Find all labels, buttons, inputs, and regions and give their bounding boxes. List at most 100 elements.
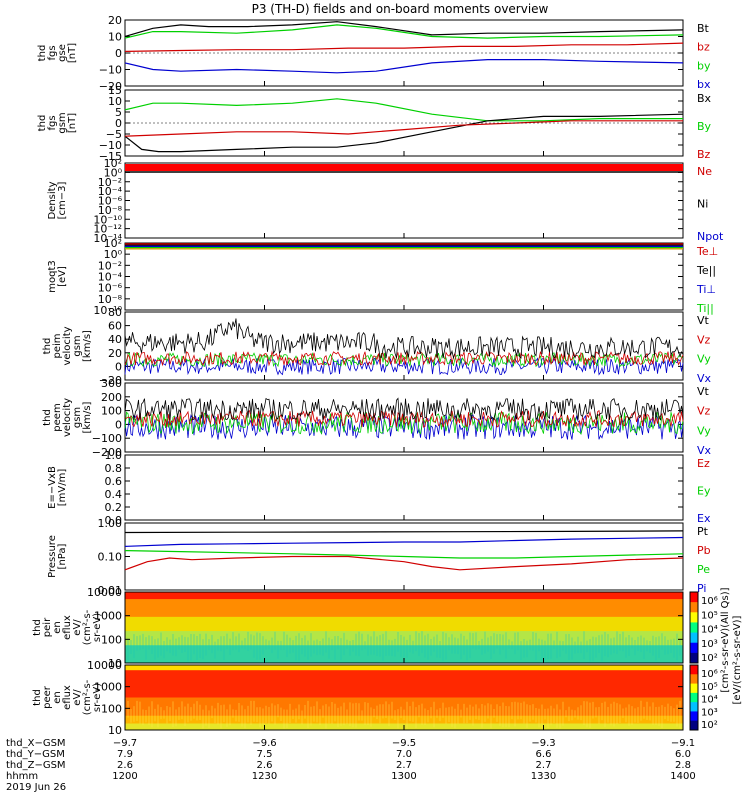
time-axis-tick-value: 6.0 <box>675 749 691 760</box>
y-tick-label: 10⁻¹⁰ <box>93 213 122 226</box>
legend-entry: Ti⊥ <box>696 283 716 296</box>
panel-peir_spec: 10000 1000 100 10 thd peir en eflux eV/(cm²-s-sr… <box>32 586 684 670</box>
colorbar-label-extra: [cm²-s-sr-eV)(All Qs)] <box>720 587 731 692</box>
colorbar-segment <box>690 720 698 731</box>
legend-entry: Vy <box>697 424 711 437</box>
legend-entry: Npot <box>697 230 724 243</box>
y-axis-label: eV/ <box>72 689 83 706</box>
density-trace-ne <box>125 164 683 171</box>
y-tick-label: 0.01 <box>98 584 123 597</box>
time-axis-tick-value: −9.5 <box>392 738 416 749</box>
y-tick-label: 0.8 <box>105 462 123 475</box>
series-line-Pi <box>124 536 684 547</box>
colorbar-segment <box>690 602 698 613</box>
y-axis-label: peem <box>52 403 63 431</box>
colorbar-tick-label: 10⁵ <box>701 682 718 693</box>
panel-frame <box>124 19 684 87</box>
series-line-bz <box>124 42 684 52</box>
y-tick-label: −10 <box>99 64 122 77</box>
y-axis-label: (cm²-s- <box>82 679 93 715</box>
time-axis-tick-value: 1300 <box>391 771 416 782</box>
y-tick-label: 60 <box>108 320 122 333</box>
y-axis-label: [nPa] <box>57 543 68 569</box>
time-axis-tick-value: 2.7 <box>536 760 552 771</box>
series-line-bx <box>124 59 684 74</box>
y-tick-label: 10⁻⁴ <box>98 271 123 284</box>
velocity-trace-black <box>124 397 684 421</box>
panel-frame <box>124 242 684 311</box>
y-tick-label: 80 <box>108 306 122 319</box>
legend-entry: bx <box>697 78 711 91</box>
series-line-Pe <box>124 550 684 559</box>
y-tick-label: 10 <box>108 724 122 737</box>
colorbar-segment <box>690 612 698 623</box>
y-axis-label: gsm <box>72 335 83 356</box>
colorbar-segment <box>690 692 698 703</box>
y-tick-label: 10000 <box>87 659 122 672</box>
series-line-by <box>124 24 684 39</box>
y-tick-label: 10 <box>108 31 122 44</box>
y-axis-label: en <box>52 621 63 634</box>
y-tick-label: 0.6 <box>105 475 123 488</box>
y-axis-label: thd <box>42 338 53 355</box>
time-axis-tick-value: 1200 <box>112 771 137 782</box>
y-tick-label: 200 <box>101 391 122 404</box>
legend-entry: Vt <box>697 314 710 327</box>
time-axis-row-label: hhmm <box>6 771 38 782</box>
velocity-trace-red <box>124 409 684 428</box>
y-tick-label: 10⁰ <box>104 166 123 179</box>
colorbar-tick-label: 10² <box>701 720 718 731</box>
y-tick-label: 1.00 <box>98 517 123 530</box>
velocity-trace-red <box>124 350 684 367</box>
time-axis-tick-value: 7.9 <box>117 749 133 760</box>
legend-entry: Te|| <box>696 264 716 277</box>
y-axis-label: eV/ <box>72 619 83 636</box>
panel-peer_spec: 10000 1000 100 10 thd peer en eflux eV/(cm²-s-sr… <box>32 659 684 737</box>
y-axis-label: (cm²-s- <box>82 609 93 645</box>
y-axis-label: gsm <box>72 407 83 428</box>
legend-entry: Ni <box>697 198 708 211</box>
y-tick-label: 40 <box>108 333 122 346</box>
colorbar-tick-label: 10⁴ <box>701 625 718 636</box>
y-tick-label: −20 <box>99 80 122 93</box>
colorbar-segment <box>690 683 698 694</box>
colorbar-segment <box>690 711 698 722</box>
panel-efield: 1.00.80.60.40.20.0 E=−VxB [mV/m] Ez Ey Ex <box>47 449 711 527</box>
legend-entry: Pt <box>697 525 709 538</box>
y-tick-label: 10 <box>108 95 122 108</box>
y-tick-label: 1000 <box>94 610 122 623</box>
legend-entry: Vx <box>697 444 712 457</box>
colorbar-segment <box>690 592 698 603</box>
colorbar-tick-label: 10³ <box>701 707 718 718</box>
legend-entry: Ez <box>697 457 710 470</box>
y-axis-label: eflux <box>62 685 73 710</box>
y-tick-label: 10⁻² <box>98 259 122 272</box>
time-axis-tick-value: −9.7 <box>113 738 137 749</box>
y-tick-label: 10⁰ <box>104 248 123 261</box>
spectrogram-band-1 <box>125 599 683 618</box>
colorbar-segment <box>690 702 698 712</box>
legend-entry: Vt <box>697 385 710 398</box>
colorbar-tick-label: 10⁶ <box>701 669 718 680</box>
series-line-Pt <box>124 530 684 534</box>
colorbar-segment <box>690 642 698 654</box>
colorbars-group: 10⁶10⁵10⁴10³10²10⁶10⁵10⁴10³10²[eV/(cm²-s… <box>689 587 743 731</box>
time-axis-row-label: thd_X−GSM <box>6 738 66 749</box>
colorbar-segment <box>690 674 698 685</box>
y-axis-label: [km/s] <box>82 401 93 433</box>
colorbar-tick-label: 10³ <box>701 639 718 650</box>
y-tick-label: 0 <box>115 117 122 130</box>
legend-entry: Ti|| <box>696 302 714 315</box>
y-tick-label: 0.10 <box>98 551 123 564</box>
panel-fgs_gse: 20 10 0 −10 −20 thd fgs gse [nT] Bt bz by bx <box>37 14 711 93</box>
y-axis-label: thd <box>37 115 48 132</box>
y-tick-label: 10000 <box>87 586 122 599</box>
y-tick-label: 0.2 <box>105 501 123 514</box>
colorbar-frame <box>689 591 699 664</box>
y-axis-label: thd <box>32 689 43 706</box>
y-axis-label: [cm−3] <box>57 182 68 220</box>
y-tick-label: 100 <box>101 702 122 715</box>
legend-entry: Ex <box>697 512 711 525</box>
y-axis-label: [eV] <box>57 266 68 287</box>
